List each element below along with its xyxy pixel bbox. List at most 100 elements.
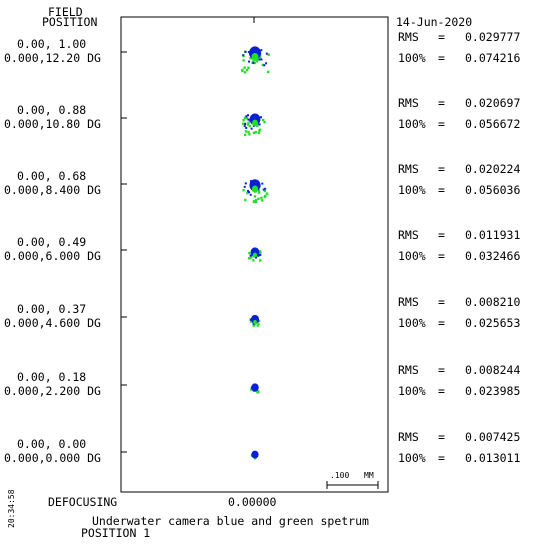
spot-point-blue [260,116,263,119]
field-label-line1: 0.00, 0.88 [17,103,86,117]
pct-label: 100% [398,316,426,330]
rms-label: RMS [398,295,419,309]
spot-point-green [248,251,251,255]
side-timestamp: 20:34:58 [7,489,16,528]
spot-point-blue [242,54,245,57]
spot-point-green [257,319,261,323]
field-label-line2: 0.000,0.000 DG [4,451,101,465]
spot-point-green [252,131,256,135]
spot-point-green [243,66,246,69]
spot-point-green [260,196,263,200]
spot-point-blue [245,115,248,118]
pct-value: 0.074216 [465,51,520,65]
field-header-line1: FIELD [48,5,83,19]
field-label-line1: 0.00, 0.37 [17,302,86,316]
pct-equals: = [438,249,445,263]
field-label-line2: 0.000,12.20 DG [4,51,101,65]
field-label-line1: 0.00, 0.18 [17,370,86,384]
spot-point-green [252,259,255,262]
rms-equals: = [438,295,445,309]
pct-label: 100% [398,451,426,465]
spot-point-green [262,118,265,122]
field-label-line2: 0.000,4.600 DG [4,316,101,330]
spot-point-green [243,133,247,137]
rms-value: 0.029777 [465,30,520,44]
rms-label: RMS [398,30,419,44]
spot-point-green [247,121,250,124]
field-label-line1: 0.00, 0.00 [17,437,86,451]
rms-value: 0.008210 [465,295,520,309]
spot-point-blue [247,118,250,121]
rms-value: 0.007425 [465,430,520,444]
spot-point-blue [258,58,261,61]
spot-point-blue [251,115,254,118]
spot-point-green [263,195,266,198]
spot-point-blue [244,182,247,185]
spot-point-green [243,116,247,120]
spot-point-blue [249,193,252,196]
spot-point-blue [256,320,259,323]
pct-value: 0.013011 [465,451,520,465]
pct-equals: = [438,316,445,330]
rms-label: RMS [398,363,419,377]
spot-point-green [258,128,262,131]
pct-equals: = [438,384,445,398]
spot-core-green [252,119,258,127]
spot-point-green [253,61,256,65]
field-label-line2: 0.000,10.80 DG [4,117,101,131]
spot-point-green [257,197,260,200]
pct-label: 100% [398,183,426,197]
spot-point-blue [254,317,257,320]
spot-point-blue [247,189,250,192]
spot-point-green [246,123,250,126]
spot-point-green [241,122,245,126]
rms-equals: = [438,430,445,444]
spot-point-green [266,70,270,74]
spot-point-blue [249,318,252,321]
rms-value: 0.011931 [465,228,520,242]
spot-point-blue [253,453,256,456]
spot-point-blue [244,50,247,53]
chart-subtitle: POSITION 1 [81,526,150,540]
spot-point-green [245,68,249,72]
spot-point-blue [261,182,264,185]
spot-point-green [242,118,245,122]
pct-label: 100% [398,51,426,65]
spot-point-blue [250,180,253,183]
spot-point-blue [253,183,256,186]
spot-point-green [257,189,261,192]
spot-point-blue [251,253,254,256]
spot-core-green [251,53,259,61]
spot-point-blue [257,254,260,257]
pct-value: 0.032466 [465,249,520,263]
field-label-line1: 0.00, 1.00 [17,37,86,51]
spot-point-green [267,53,270,56]
spot-point-green [242,188,245,192]
spot-point-green [263,189,267,193]
spot-point-green [259,259,262,262]
spot-point-green [246,191,249,195]
pct-value: 0.056036 [465,183,520,197]
spot-point-green [245,116,249,120]
spot-point-blue [265,52,268,55]
chart-title: Underwater camera blue and green spetrum [92,514,369,528]
scale-bar-value: .100 [330,471,349,480]
spot-point-green [247,130,250,134]
spot-point-blue [248,60,251,63]
spot-point-blue [256,115,259,118]
spot-point-blue [256,454,259,457]
spot-core-green [251,185,259,193]
pct-equals: = [438,451,445,465]
spot-point-green [244,130,248,133]
spot-point-green [250,256,253,259]
spot-point-green [241,69,244,73]
spot-point-green [247,66,250,69]
spot-point-blue [263,64,266,67]
spot-point-green [256,324,259,327]
defocus-value: 0.00000 [228,495,277,509]
pct-value: 0.056672 [465,117,520,131]
spot-point-blue [265,62,268,65]
spot-point-blue [258,123,261,126]
spot-point-green [257,131,261,134]
